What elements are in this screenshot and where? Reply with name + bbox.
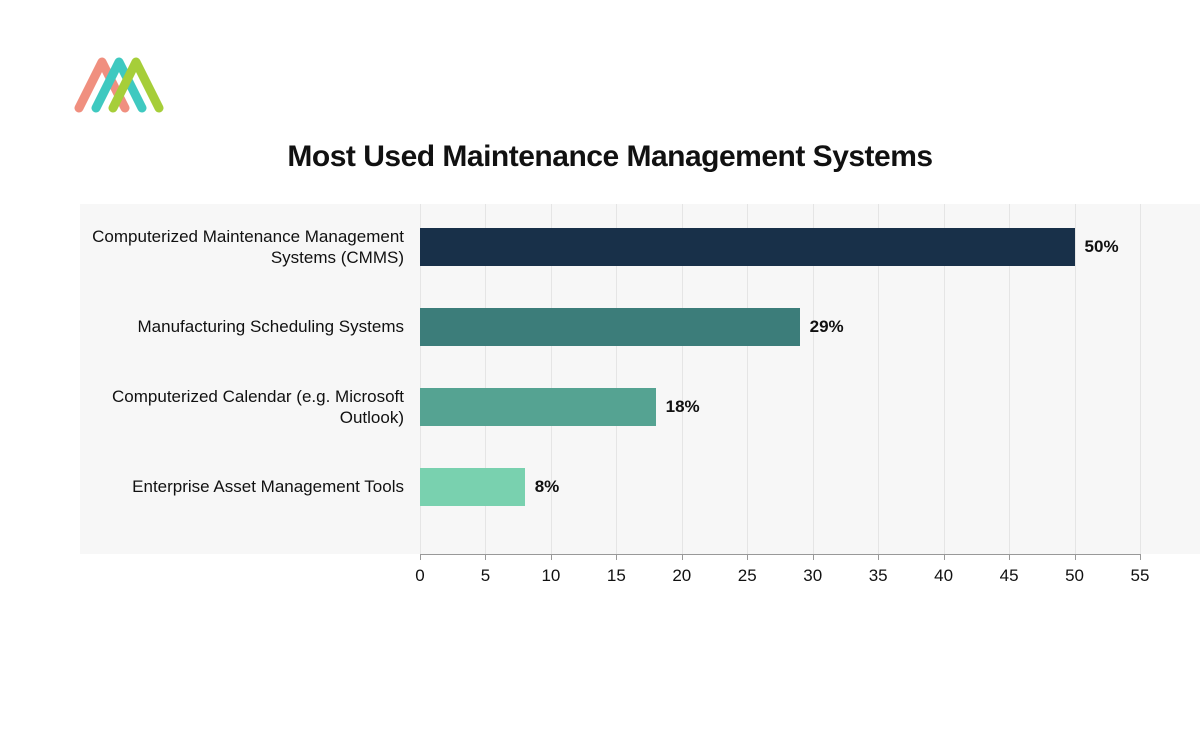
x-tick-label: 10 — [536, 566, 566, 586]
x-tick-label: 50 — [1060, 566, 1090, 586]
brand-logo — [62, 48, 172, 123]
bar — [420, 228, 1075, 266]
category-label: Computerized Calendar (e.g. Microsoft Ou… — [80, 386, 420, 429]
category-label: Computerized Maintenance Management Syst… — [80, 226, 420, 269]
value-label: 29% — [800, 317, 844, 337]
x-tick-label: 15 — [601, 566, 631, 586]
bar-row: Computerized Calendar (e.g. Microsoft Ou… — [80, 388, 1140, 426]
x-tick-label: 5 — [470, 566, 500, 586]
x-tick-label: 20 — [667, 566, 697, 586]
category-label: Enterprise Asset Management Tools — [80, 476, 420, 497]
value-label: 8% — [525, 477, 560, 497]
bar — [420, 308, 800, 346]
chart-title: Most Used Maintenance Management Systems — [80, 140, 1140, 174]
bar-row: Computerized Maintenance Management Syst… — [80, 228, 1140, 266]
value-label: 18% — [656, 397, 700, 417]
category-label: Manufacturing Scheduling Systems — [80, 316, 420, 337]
x-tick-label: 35 — [863, 566, 893, 586]
x-tick-label: 40 — [929, 566, 959, 586]
chart-plot: 0510152025303540455055Computerized Maint… — [80, 204, 1140, 604]
bar-row: Enterprise Asset Management Tools 8% — [80, 468, 1140, 506]
bar — [420, 388, 656, 426]
chart-container: Most Used Maintenance Management Systems… — [80, 140, 1140, 604]
x-tick-label: 25 — [732, 566, 762, 586]
value-label: 50% — [1075, 237, 1119, 257]
x-tick-label: 0 — [405, 566, 435, 586]
x-tick-label: 45 — [994, 566, 1024, 586]
bar-row: Manufacturing Scheduling Systems 29% — [80, 308, 1140, 346]
bar — [420, 468, 525, 506]
x-tick-label: 30 — [798, 566, 828, 586]
x-tick-label: 55 — [1125, 566, 1155, 586]
